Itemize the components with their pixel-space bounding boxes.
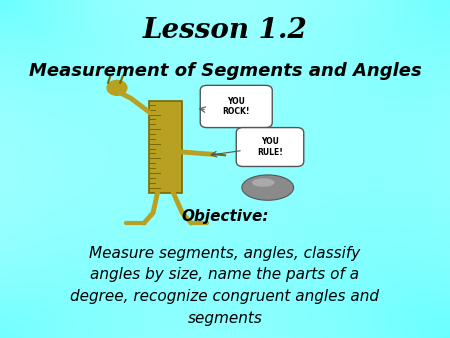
Text: YOU
RULE!: YOU RULE! [257, 137, 283, 157]
Text: Measurement of Segments and Angles: Measurement of Segments and Angles [29, 62, 421, 80]
FancyBboxPatch shape [236, 128, 304, 167]
Ellipse shape [242, 175, 293, 200]
FancyBboxPatch shape [148, 101, 182, 193]
Ellipse shape [252, 178, 274, 187]
Circle shape [107, 80, 127, 95]
Text: Objective:: Objective: [181, 209, 269, 224]
Text: Measure segments, angles, classify
angles by size, name the parts of a
degree, r: Measure segments, angles, classify angle… [71, 246, 379, 325]
Text: Lesson 1.2: Lesson 1.2 [143, 17, 307, 44]
FancyBboxPatch shape [200, 85, 272, 127]
Text: YOU
ROCK!: YOU ROCK! [222, 97, 250, 116]
